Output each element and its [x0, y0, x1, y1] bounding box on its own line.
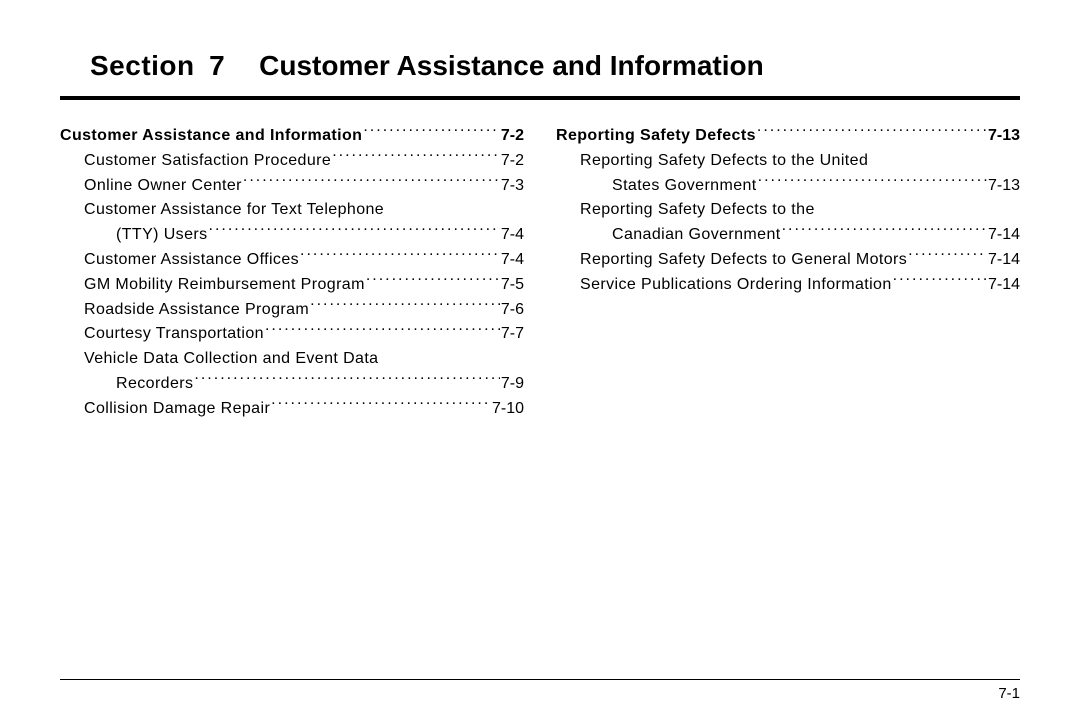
toc-entry-label: Recorders — [60, 372, 193, 397]
toc-entry-label: Reporting Safety Defects to General Moto… — [556, 248, 907, 273]
toc-entry-page: 7-13 — [988, 174, 1020, 199]
toc-right-column: Reporting Safety Defects7-13Reporting Sa… — [556, 124, 1020, 422]
toc-entry-label: Customer Satisfaction Procedure — [60, 149, 331, 174]
page-number: 7-1 — [998, 685, 1020, 702]
footer-rule — [60, 679, 1020, 680]
toc-entry-page: 7-13 — [988, 124, 1020, 149]
toc-entry-page: 7-14 — [988, 223, 1020, 248]
toc-leader-dots — [757, 124, 987, 140]
toc-entry-label: Reporting Safety Defects to the — [556, 198, 815, 223]
toc-leader-dots — [893, 273, 987, 289]
toc-entry: Recorders 7-9 — [60, 372, 524, 397]
toc-entry: GM Mobility Reimbursement Program 7-5 — [60, 273, 524, 298]
toc-entry-page: 7-14 — [988, 273, 1020, 298]
toc-entry-page: 7-3 — [501, 174, 524, 199]
toc-entry: Customer Satisfaction Procedure 7-2 — [60, 149, 524, 174]
toc-entry-label: (TTY) Users — [60, 223, 208, 248]
toc-entry-label: GM Mobility Reimbursement Program — [60, 273, 365, 298]
toc-entry: Reporting Safety Defects 7-13 — [556, 124, 1020, 149]
toc-entry-page: 7-14 — [988, 248, 1020, 273]
toc-entry: Service Publications Ordering Informatio… — [556, 273, 1020, 298]
toc-leader-dots — [363, 124, 500, 140]
toc-leader-dots — [194, 372, 499, 388]
toc-leader-dots — [271, 397, 491, 413]
toc-entry-label: Reporting Safety Defects to the United — [556, 149, 868, 174]
toc-entry: Collision Damage Repair 7-10 — [60, 397, 524, 422]
toc-entry: Reporting Safety Defects to the United — [556, 149, 1020, 174]
heading-rule — [60, 96, 1020, 100]
toc-entry-page: 7-9 — [501, 372, 524, 397]
toc-leader-dots — [209, 223, 500, 239]
toc-entry-page: 7-10 — [492, 397, 524, 422]
toc-entry: Customer Assistance Offices 7-4 — [60, 248, 524, 273]
toc-entry-label: Customer Assistance Offices — [60, 248, 299, 273]
toc-entry-page: 7-7 — [501, 322, 524, 347]
toc-entry-page: 7-6 — [501, 298, 524, 323]
toc-entry-label: States Government — [556, 174, 757, 199]
toc-leader-dots — [366, 273, 500, 289]
toc-entry-label: Roadside Assistance Program — [60, 298, 309, 323]
toc-entry: States Government 7-13 — [556, 174, 1020, 199]
toc-entry-label: Canadian Government — [556, 223, 781, 248]
toc-entry: Roadside Assistance Program 7-6 — [60, 298, 524, 323]
manual-toc-page: Section 7 Customer Assistance and Inform… — [0, 0, 1080, 720]
toc-entry-page: 7-2 — [501, 149, 524, 174]
toc-entry-page: 7-4 — [501, 248, 524, 273]
toc-leader-dots — [300, 248, 500, 264]
toc-leader-dots — [310, 298, 500, 314]
toc-columns: Customer Assistance and Information7-2Cu… — [60, 124, 1020, 422]
toc-entry-label: Customer Assistance for Text Telephone — [60, 198, 384, 223]
toc-entry-page: 7-5 — [501, 273, 524, 298]
toc-entry-page: 7-4 — [501, 223, 524, 248]
toc-entry: Customer Assistance and Information 7-2 — [60, 124, 524, 149]
toc-entry: Vehicle Data Collection and Event Data — [60, 347, 524, 372]
section-number: 7 — [209, 50, 225, 81]
toc-leader-dots — [758, 174, 987, 190]
toc-entry: Reporting Safety Defects to General Moto… — [556, 248, 1020, 273]
toc-entry-label: Reporting Safety Defects — [556, 124, 756, 149]
toc-leader-dots — [243, 174, 500, 190]
section-label: Section — [90, 50, 195, 81]
toc-entry: (TTY) Users 7-4 — [60, 223, 524, 248]
toc-entry: Canadian Government 7-14 — [556, 223, 1020, 248]
toc-leader-dots — [332, 149, 500, 165]
toc-entry: Reporting Safety Defects to the — [556, 198, 1020, 223]
toc-entry-label: Vehicle Data Collection and Event Data — [60, 347, 378, 372]
toc-entry-label: Customer Assistance and Information — [60, 124, 362, 149]
toc-entry-page: 7-2 — [501, 124, 524, 149]
toc-leader-dots — [782, 223, 987, 239]
toc-left-column: Customer Assistance and Information7-2Cu… — [60, 124, 524, 422]
toc-entry-label: Courtesy Transportation — [60, 322, 264, 347]
toc-entry-label: Online Owner Center — [60, 174, 242, 199]
section-heading: Section 7 Customer Assistance and Inform… — [60, 50, 1020, 90]
toc-entry: Customer Assistance for Text Telephone — [60, 198, 524, 223]
toc-entry: Online Owner Center 7-3 — [60, 174, 524, 199]
toc-leader-dots — [908, 248, 987, 264]
toc-entry: Courtesy Transportation 7-7 — [60, 322, 524, 347]
toc-entry-label: Collision Damage Repair — [60, 397, 270, 422]
toc-leader-dots — [265, 322, 500, 338]
section-title: Customer Assistance and Information — [259, 50, 764, 81]
toc-entry-label: Service Publications Ordering Informatio… — [556, 273, 892, 298]
